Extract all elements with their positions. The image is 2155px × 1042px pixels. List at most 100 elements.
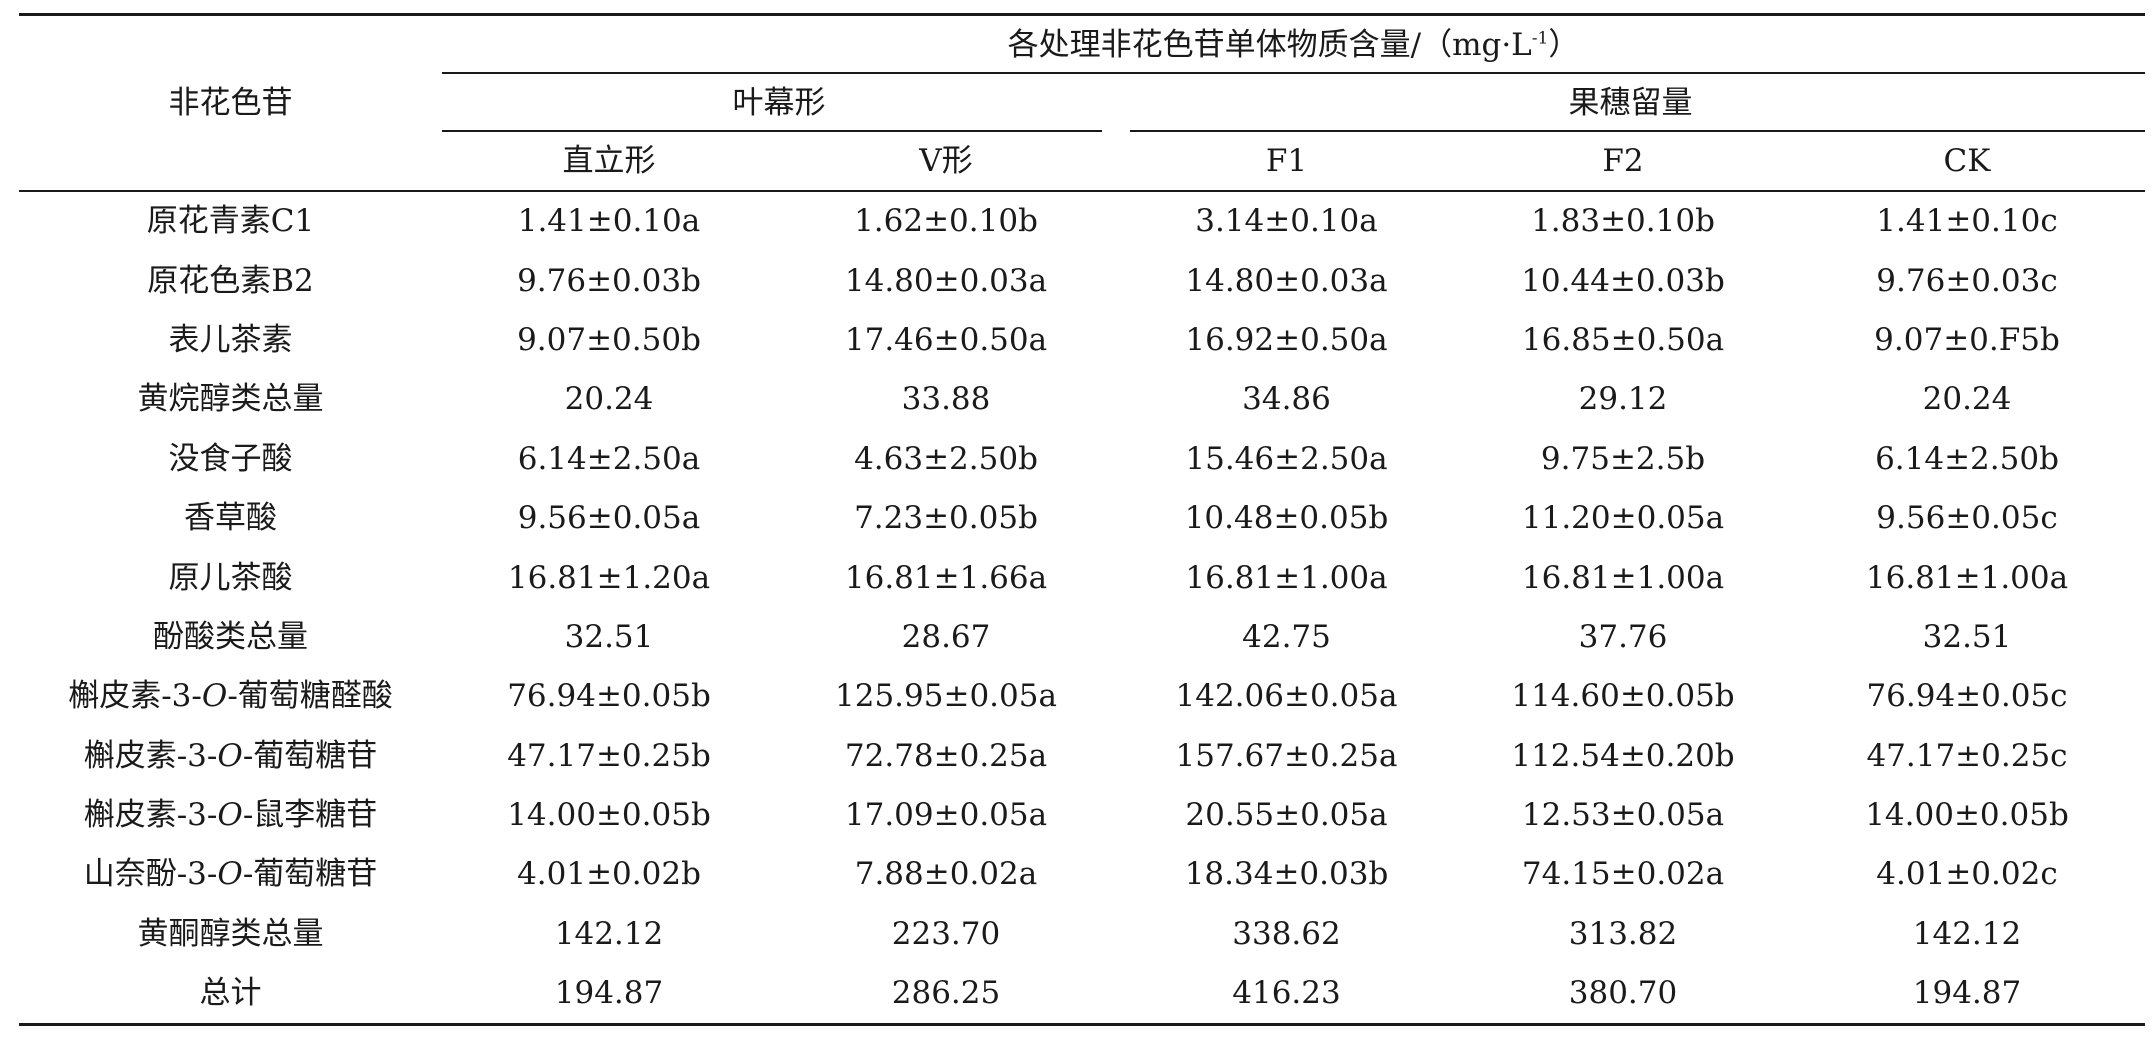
table-cell: 4.01±0.02c bbox=[1876, 856, 2058, 893]
group-title-end: ） bbox=[1548, 26, 1580, 63]
table-row: 山奈酚-3-O-葡萄糖苷 4.01±0.02b 7.88±0.02a 18.34±0.… bbox=[19, 845, 2145, 904]
table-row: 原儿茶酸 16.81±1.20a 16.81±1.66a 16.81±1.00a 16.… bbox=[19, 548, 2145, 607]
row-label-suffix: -葡萄糖苷 bbox=[242, 737, 378, 774]
table-cell: 194.87 bbox=[442, 964, 776, 1027]
table-cell: 194.87 bbox=[1789, 964, 2145, 1027]
table-cell: 20.24 bbox=[1922, 381, 2012, 418]
table-cell: 142.12 bbox=[1912, 915, 2022, 952]
table-row: 表儿茶素 9.07±0.50b 17.46±0.50a 16.92±0.50a 16.8… bbox=[19, 311, 2145, 370]
table-cell: 12.53±0.05a bbox=[1521, 797, 1725, 834]
column-header: F1 bbox=[1116, 132, 1457, 192]
row-label: 黄烷醇类总量 bbox=[19, 370, 442, 429]
row-label: 山奈酚-3-O-葡萄糖苷 bbox=[19, 845, 442, 904]
table-cell: 14.00±0.05b bbox=[1865, 797, 2069, 834]
table-cell: 6.14±2.50a bbox=[517, 440, 701, 477]
row-label-text: 表儿茶素 bbox=[168, 321, 293, 358]
row-label-text: 黄烷醇类总量 bbox=[137, 381, 324, 418]
row-label-suffix: -葡萄糖苷 bbox=[242, 856, 378, 893]
table-cell: 9.76±0.03c bbox=[1876, 262, 2058, 299]
table-cell: 112.54±0.20b bbox=[1511, 737, 1735, 774]
table-cell: 16.85±0.50a bbox=[1521, 321, 1725, 358]
table-cell: 16.81±1.00a bbox=[1185, 559, 1388, 596]
table-cell: 380.70 bbox=[1457, 964, 1789, 1027]
table-cell: 47.17±0.25c bbox=[1866, 737, 2068, 774]
group-title-text: 各处理非花色苷单体物质含量/（mg·L bbox=[1007, 26, 1532, 63]
table-cell: 10.44±0.03b bbox=[1521, 262, 1725, 299]
table-row: 原花色素B2 9.76±0.03b 14.80±0.03a 14.80±0.03a 10… bbox=[19, 251, 2145, 310]
row-label-text: 槲皮素-3- bbox=[68, 678, 202, 715]
row-label-text: 槲皮素-3- bbox=[83, 737, 218, 774]
row-label-italic: O bbox=[217, 797, 243, 834]
row-label-text: 总计 bbox=[199, 975, 262, 1012]
table-cell: 11.20±0.05a bbox=[1521, 500, 1725, 537]
table-cell: 142.12 bbox=[554, 915, 664, 952]
table-cell: 157.67±0.25a bbox=[1175, 737, 1398, 774]
table-cell: 72.78±0.25a bbox=[844, 737, 1048, 774]
row-label-italic: O bbox=[217, 856, 243, 893]
table-row: 没食子酸 6.14±2.50a 4.63±2.50b 15.46±2.50a 9.75±… bbox=[19, 430, 2145, 489]
table-cell: 14.00±0.05b bbox=[507, 797, 711, 834]
row-label-text: 黄酮醇类总量 bbox=[137, 915, 324, 952]
table-cell: 4.01±0.02b bbox=[517, 856, 701, 893]
row-label-text: 酚酸类总量 bbox=[153, 618, 308, 655]
table-cell: 16.81±1.00a bbox=[1521, 559, 1725, 596]
row-label-italic: O bbox=[201, 678, 228, 715]
table-row: 香草酸 9.56±0.05a 7.23±0.05b 10.48±0.05b 11.20±… bbox=[19, 489, 2145, 548]
table-row: 原花青素C1 1.41±0.10a 1.62±0.10b 3.14±0.10a 1.83… bbox=[19, 191, 2145, 251]
table-row: 槲皮素-3-O-葡萄糖醛酸 76.94±0.05b 125.95±0.05a 142.… bbox=[19, 667, 2145, 726]
table-cell: 20.24 bbox=[564, 381, 654, 418]
row-label: 槲皮素-3-O-葡萄糖苷 bbox=[19, 727, 442, 786]
table-cell: 7.23±0.05b bbox=[854, 500, 1038, 537]
row-label: 原花色素B2 bbox=[19, 251, 442, 310]
table-cell: 223.70 bbox=[891, 915, 1001, 952]
table-cell: 29.12 bbox=[1578, 381, 1668, 418]
table-cell: 9.07±0.F5b bbox=[1874, 321, 2060, 358]
table-cell: 76.94±0.05b bbox=[507, 678, 711, 715]
row-label-text: 没食子酸 bbox=[168, 440, 293, 477]
table-cell: 9.56±0.05c bbox=[1876, 500, 2058, 537]
row-label: 香草酸 bbox=[19, 489, 442, 548]
column-header: V形 bbox=[776, 132, 1116, 192]
group-title-unit-exponent: -1 bbox=[1531, 28, 1549, 49]
table-cell: 16.81±1.66a bbox=[844, 559, 1048, 596]
table-cell: 114.60±0.05b bbox=[1511, 678, 1735, 715]
data-table: 非花色苷 各处理非花色苷单体物质含量/（mg·L-1） 叶幕形 果穗留量 直立形… bbox=[19, 13, 2145, 1027]
table-cell: 16.81±1.20a bbox=[507, 559, 711, 596]
table-cell: 32.51 bbox=[564, 618, 654, 655]
row-label: 酚酸类总量 bbox=[19, 608, 442, 667]
row-label: 槲皮素-3-O-葡萄糖醛酸 bbox=[19, 667, 442, 726]
table-cell: 1.83±0.10b bbox=[1531, 203, 1715, 240]
table-cell: 1.62±0.10b bbox=[854, 203, 1038, 240]
table-cell: 15.46±2.50a bbox=[1185, 440, 1388, 477]
column-header: F2 bbox=[1457, 132, 1789, 192]
table-cell: 6.14±2.50b bbox=[1875, 440, 2059, 477]
table-cell: 7.88±0.02a bbox=[854, 856, 1038, 893]
table-cell: 20.55±0.05a bbox=[1185, 797, 1388, 834]
row-label: 黄酮醇类总量 bbox=[19, 905, 442, 964]
row-label-suffix: -葡萄糖醛酸 bbox=[227, 678, 393, 715]
table-cell: 17.09±0.05a bbox=[844, 797, 1048, 834]
table-cell: 338.62 bbox=[1232, 915, 1341, 952]
table-cell: 14.80±0.03a bbox=[844, 262, 1048, 299]
table-cell: 42.75 bbox=[1242, 618, 1331, 655]
row-header-title: 非花色苷 bbox=[19, 13, 442, 192]
column-header: 直立形 bbox=[442, 132, 776, 192]
table-cell: 3.14±0.10a bbox=[1195, 203, 1378, 240]
column-header: CK bbox=[1789, 132, 2145, 192]
table-cell: 14.80±0.03a bbox=[1185, 262, 1388, 299]
row-label-text: 原儿茶酸 bbox=[168, 559, 293, 596]
table-cell: 1.41±0.10a bbox=[517, 203, 701, 240]
table-cell: 76.94±0.05c bbox=[1866, 678, 2068, 715]
row-label-suffix: -鼠李糖苷 bbox=[242, 797, 378, 834]
table-cell: 125.95±0.05a bbox=[835, 678, 1057, 715]
table-row: 黄烷醇类总量 20.24 33.88 34.86 29.12 20.24 bbox=[19, 370, 2145, 429]
table-body: 原花青素C1 1.41±0.10a 1.62±0.10b 3.14±0.10a 1.83… bbox=[19, 191, 2145, 1027]
table-cell: 9.07±0.50b bbox=[517, 321, 701, 358]
table-row: 总计 194.87 286.25 416.23 380.70 194.87 bbox=[19, 964, 2145, 1027]
row-label: 表儿茶素 bbox=[19, 311, 442, 370]
table-cell: 47.17±0.25b bbox=[507, 737, 711, 774]
group-title: 各处理非花色苷单体物质含量/（mg·L-1） bbox=[442, 13, 2145, 75]
table-cell: 4.63±2.50b bbox=[854, 440, 1038, 477]
table-cell: 142.06±0.05a bbox=[1175, 678, 1398, 715]
